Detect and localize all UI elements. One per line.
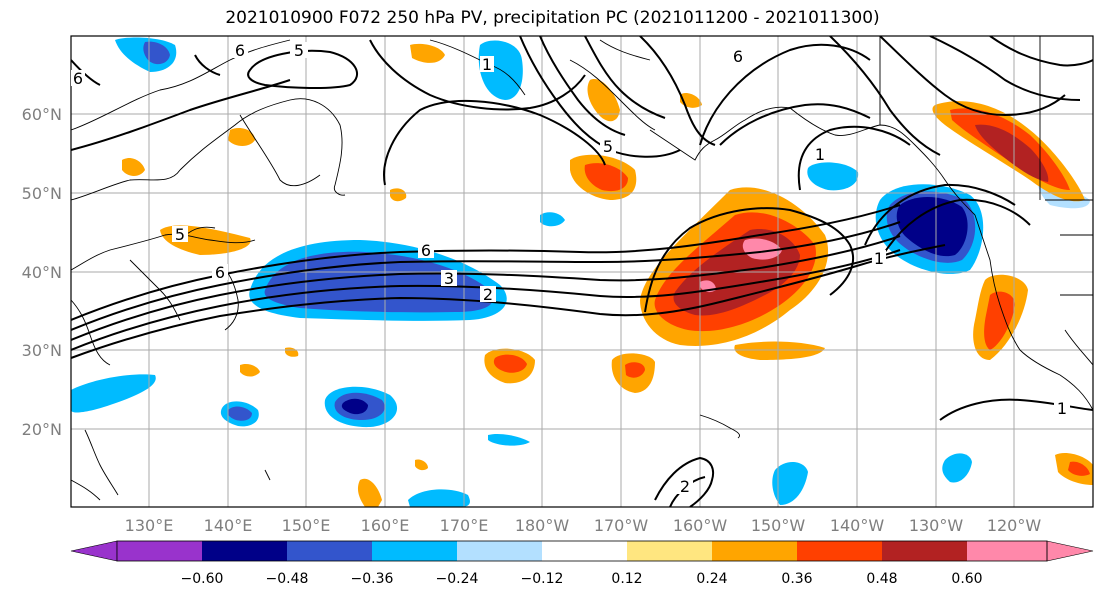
- colorbar-tick-label: 0.60: [951, 571, 982, 587]
- colorbar-segment: [202, 541, 287, 561]
- graticule: [71, 36, 1093, 507]
- colorbar-tick-label: 0.12: [611, 571, 642, 587]
- contour-label: 5: [603, 137, 613, 156]
- map-title: 2021010900 F072 250 hPa PV, precipitatio…: [225, 8, 880, 28]
- contour-label: 5: [294, 41, 304, 60]
- contour-label: 5: [175, 225, 185, 244]
- contour-label: 1: [1057, 399, 1067, 418]
- colorbar-segment: [967, 541, 1047, 561]
- lon-label: 140°E: [204, 516, 253, 535]
- lon-label: 160°E: [361, 516, 410, 535]
- colorbar-segment: [882, 541, 967, 561]
- lat-label: 30°N: [22, 341, 62, 360]
- colorbar-segment: [797, 541, 882, 561]
- colorbar-extend-high: [1046, 540, 1094, 562]
- longitude-labels: 130°E 140°E 150°E 160°E 170°E 180°W 170°…: [125, 516, 1042, 535]
- colorbar-tick-label: 0.24: [696, 571, 727, 587]
- colorbar-segment: [627, 541, 712, 561]
- contour-label: 1: [815, 145, 825, 164]
- lon-label: 150°W: [751, 516, 806, 535]
- map-frame: [70, 35, 1094, 508]
- colorbar-tick-label: −0.48: [266, 571, 309, 587]
- lat-label: 50°N: [22, 184, 62, 203]
- colorbar-extend-low: [70, 540, 118, 562]
- lon-label: 160°W: [673, 516, 728, 535]
- contour-label: 1: [482, 55, 492, 74]
- latitude-labels: 20°N 30°N 40°N 50°N 60°N: [22, 105, 62, 439]
- colorbar-tick-label: −0.36: [351, 571, 394, 587]
- lon-label: 180°W: [515, 516, 570, 535]
- colorbar-segment: [372, 541, 457, 561]
- contour-label: 3: [444, 269, 454, 288]
- colorbar-segment: [542, 541, 627, 561]
- contour-label: 6: [215, 263, 225, 282]
- lat-label: 20°N: [22, 420, 62, 439]
- contour-label: 6: [733, 47, 743, 66]
- lon-label: 130°W: [909, 516, 964, 535]
- colorbar-segment: [457, 541, 542, 561]
- colorbar-segment: [712, 541, 797, 561]
- map-panel: [71, 36, 1093, 507]
- pv-contours: [71, 36, 1093, 507]
- contour-label: 6: [73, 69, 83, 88]
- lon-label: 170°W: [594, 516, 649, 535]
- colorbar-tick-label: −0.60: [181, 571, 224, 587]
- colorbar: −0.60 −0.48 −0.36 −0.24 −0.12 0.12 0.24 …: [70, 540, 1094, 587]
- contour-label: 2: [680, 477, 690, 496]
- colorbar-tick-label: −0.12: [521, 571, 564, 587]
- contour-labels: 5 6 1 6 5 6 3 2 1 6 5 1 2 1 6: [71, 41, 1070, 496]
- colorbar-tick-label: −0.24: [436, 571, 479, 587]
- contour-label: 2: [483, 285, 493, 304]
- lon-label: 140°W: [830, 516, 885, 535]
- contour-label: 1: [874, 249, 884, 268]
- lon-label: 170°E: [440, 516, 489, 535]
- lon-label: 120°W: [987, 516, 1042, 535]
- lon-label: 150°E: [282, 516, 331, 535]
- lat-label: 60°N: [22, 105, 62, 124]
- contour-label: 6: [421, 241, 431, 260]
- colorbar-segment: [117, 541, 202, 561]
- colorbar-tick-label: 0.36: [781, 571, 812, 587]
- contour-label: 6: [235, 41, 245, 60]
- colorbar-segment: [287, 541, 372, 561]
- colorbar-tick-label: 0.48: [866, 571, 897, 587]
- lat-label: 40°N: [22, 263, 62, 282]
- lon-label: 130°E: [125, 516, 174, 535]
